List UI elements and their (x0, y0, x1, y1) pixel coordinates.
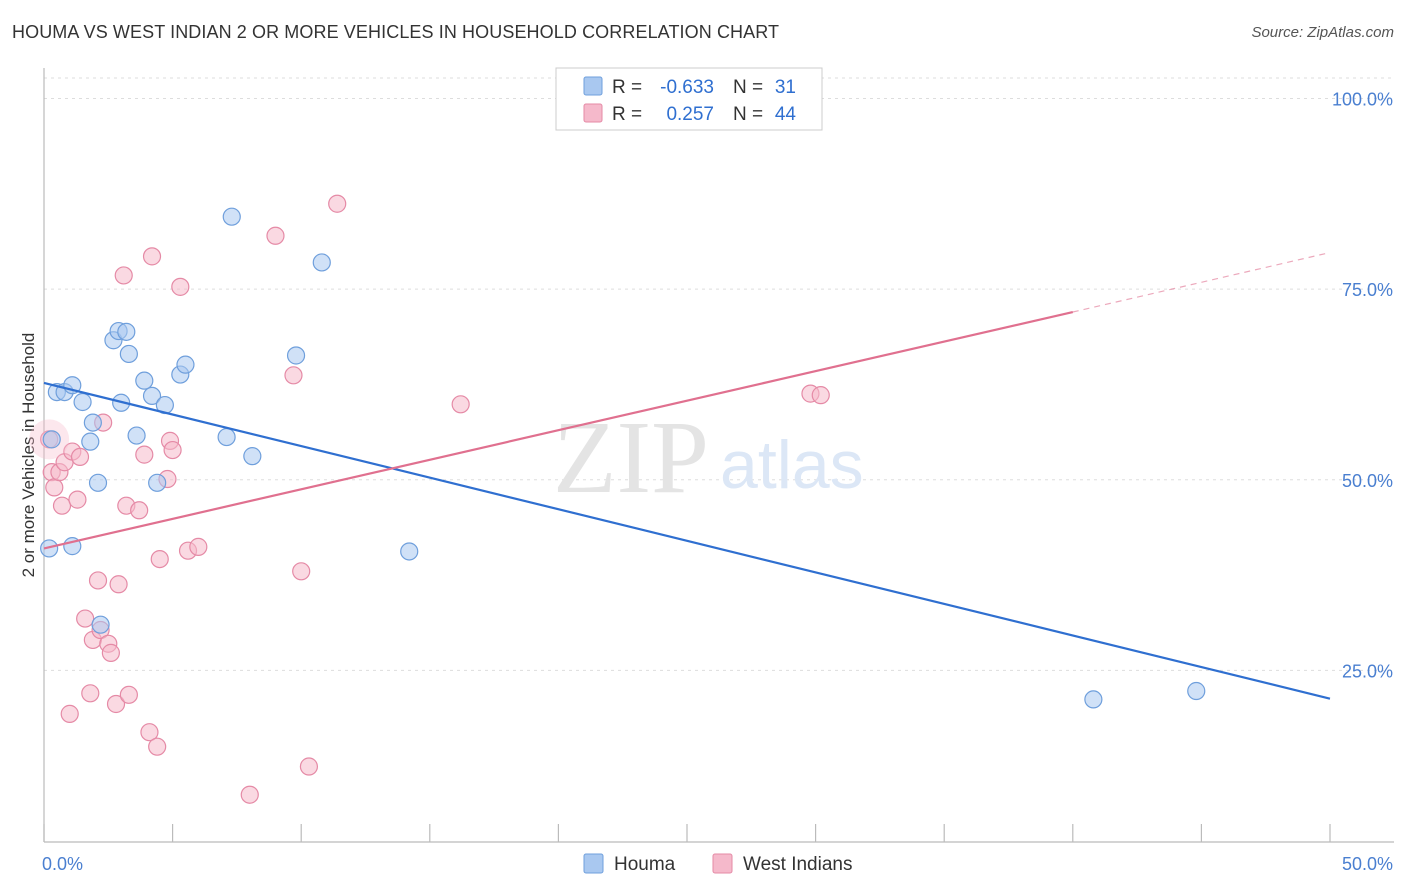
houma-point-12 (117, 322, 136, 341)
legend-swatch-houma (583, 76, 603, 96)
houma-point-8 (88, 473, 108, 492)
houma-point-17 (142, 386, 162, 406)
west-point-38 (299, 757, 319, 776)
west-point-34 (240, 785, 259, 804)
houma-point-30 (91, 615, 110, 634)
west-point-19 (114, 266, 133, 285)
west-point-17 (106, 694, 126, 714)
houma-point-22 (217, 427, 236, 447)
x-tick-label-0: 0.0% (42, 854, 83, 874)
houma-point-25 (286, 346, 306, 365)
legend-n-value-west-indians: 44 (775, 104, 797, 125)
west-point-12 (88, 571, 108, 590)
legend-r-label-west-indians: R = (612, 104, 642, 125)
west-point-23 (135, 445, 154, 464)
x-tick-labels: 0.0% 50.0% (42, 854, 1393, 874)
legend-r-value-houma: -0.633 (660, 77, 714, 98)
west-trendline (43, 310, 1074, 550)
houma-point-0 (40, 539, 59, 558)
west-point-9 (76, 609, 95, 628)
bottom-legend-swatch-houma (583, 853, 604, 874)
houma-point-29 (1187, 681, 1206, 701)
west-point-40 (451, 395, 470, 414)
gridlines (44, 77, 1394, 671)
houma-point-26 (312, 253, 331, 272)
west-point-22 (130, 501, 149, 520)
bottom-legend-label-west-indians: West Indians (743, 854, 852, 875)
west-point-8 (70, 447, 90, 467)
bottom-legend-swatch-west-indians (712, 853, 733, 874)
trendlines (43, 251, 1331, 700)
y-tick-labels: 25.0% 50.0% 75.0% 100.0% (1332, 90, 1393, 682)
bottom-legend-label-houma: Houma (614, 854, 676, 875)
houma-point-6 (83, 413, 102, 432)
houma-point-7 (81, 432, 100, 451)
west-point-2 (45, 478, 64, 497)
houma-points (40, 207, 1206, 709)
west-point-36 (284, 366, 303, 385)
houma-point-13 (119, 344, 138, 364)
west-point-42 (811, 386, 830, 405)
west-point-39 (328, 194, 347, 213)
legend-n-label-houma: N = (733, 77, 763, 98)
west-point-27 (150, 549, 169, 569)
west-point-18 (109, 575, 128, 594)
west-trendline-extension (1072, 251, 1331, 313)
west-point-26 (148, 737, 167, 756)
axes (43, 68, 1394, 843)
west-point-25 (142, 247, 162, 266)
legend-n-label-west-indians: N = (733, 104, 763, 125)
chart-title: HOUMA VS WEST INDIAN 2 OR MORE VEHICLES … (12, 22, 780, 42)
houma-point-16 (135, 371, 154, 390)
stats-legend: R = -0.633 N = 31 R = 0.257 N = 44 (555, 67, 823, 131)
houma-point-1 (42, 430, 61, 449)
west-indians-points (29, 194, 830, 804)
west-point-33 (189, 537, 208, 556)
y-tick-label-50: 50.0% (1342, 471, 1393, 491)
y-axis-label: 2 or more Vehicles in Household (19, 333, 38, 578)
y-tick-label-25: 25.0% (1342, 661, 1393, 681)
west-point-24 (140, 723, 159, 742)
series-legend: Houma West Indians (583, 853, 852, 875)
x-tick-label-50: 50.0% (1342, 854, 1393, 874)
houma-point-5 (73, 392, 92, 412)
houma-point-21 (176, 355, 195, 374)
west-point-43 (60, 704, 79, 723)
watermark-atlas: atlas (720, 427, 864, 503)
source-label: Source: ZipAtlas.com (1251, 24, 1394, 41)
legend-n-value-houma: 31 (775, 77, 796, 98)
houma-point-24 (243, 447, 262, 466)
west-point-21 (119, 685, 138, 704)
houma-point-28 (1084, 690, 1103, 709)
west-point-7 (68, 490, 87, 509)
west-point-35 (266, 226, 285, 245)
houma-trendline (43, 381, 1331, 700)
west-point-37 (292, 562, 311, 581)
legend-swatch-west-indians (583, 103, 603, 123)
houma-point-27 (400, 542, 419, 561)
west-point-4 (52, 496, 72, 515)
y-tick-label-75: 75.0% (1342, 280, 1393, 300)
west-point-10 (81, 684, 100, 703)
watermark-zip: ZIP (553, 400, 709, 515)
west-point-31 (171, 277, 190, 296)
houma-point-18 (148, 473, 167, 492)
west-point-30 (163, 440, 182, 460)
legend-r-label-houma: R = (612, 77, 642, 98)
houma-point-15 (127, 426, 146, 445)
legend-r-value-west-indians: 0.257 (666, 104, 714, 125)
y-tick-label-100: 100.0% (1332, 90, 1393, 110)
west-point-16 (101, 643, 120, 662)
watermark: ZIP atlas (553, 400, 864, 515)
houma-point-23 (222, 207, 241, 226)
